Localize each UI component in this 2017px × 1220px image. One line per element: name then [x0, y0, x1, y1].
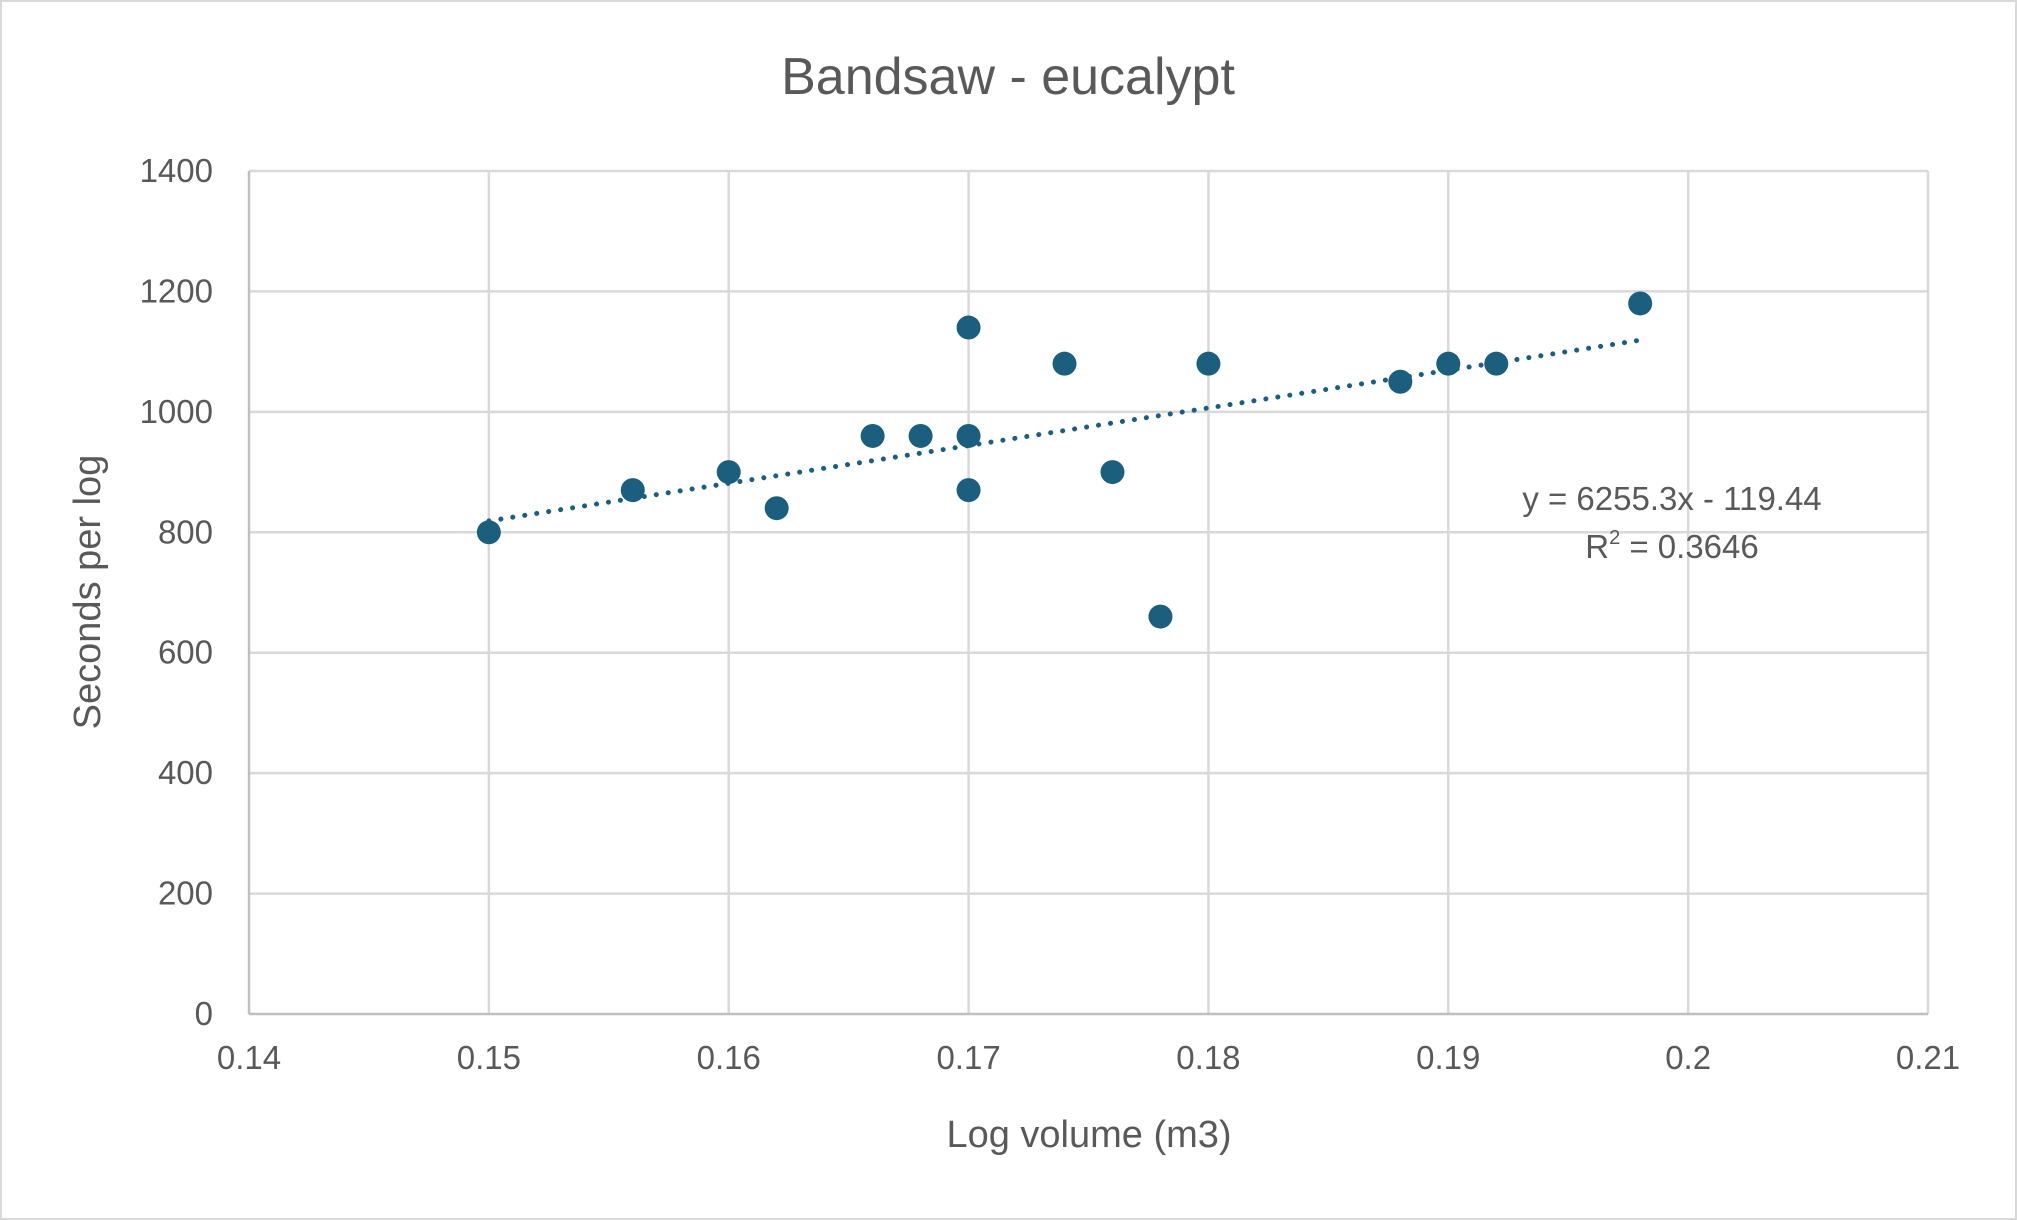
x-tick-label: 0.17 [936, 1039, 1000, 1076]
data-point [860, 423, 885, 448]
data-point [476, 520, 501, 545]
data-point [1148, 604, 1173, 629]
data-point [956, 423, 981, 448]
y-tick-label: 1000 [140, 393, 213, 430]
data-point [956, 478, 981, 503]
x-tick-label: 0.18 [1176, 1039, 1240, 1076]
axes [247, 171, 1928, 1016]
x-tick-label: 0.14 [217, 1039, 281, 1076]
x-axis-label: Log volume (m3) [946, 1114, 1231, 1156]
gridlines [249, 169, 1930, 1014]
data-point [1436, 351, 1461, 376]
y-axis-ticks: 0 200 400 600 800 1000 1200 1400 [140, 152, 213, 1032]
r-squared-prefix: R [1585, 528, 1609, 565]
data-point [1484, 351, 1509, 376]
y-tick-label: 400 [158, 754, 213, 791]
r-squared-superscript: 2 [1609, 527, 1620, 549]
data-point [908, 423, 933, 448]
y-tick-label: 800 [158, 513, 213, 550]
x-axis-ticks: 0.14 0.15 0.16 0.17 0.18 0.19 0.2 0.21 [217, 1039, 1960, 1076]
data-points [476, 291, 1653, 629]
y-tick-label: 600 [158, 634, 213, 671]
data-point [620, 478, 645, 503]
x-tick-label: 0.2 [1665, 1039, 1711, 1076]
data-point [1628, 291, 1653, 316]
data-point [956, 315, 981, 340]
trendline [486, 337, 1643, 524]
y-tick-label: 1200 [140, 272, 213, 309]
y-axis-label: Seconds per log [67, 455, 109, 730]
y-tick-label: 200 [158, 875, 213, 912]
data-point [1100, 460, 1125, 485]
x-tick-label: 0.21 [1896, 1039, 1960, 1076]
trendline-equation: y = 6255.3x - 119.44 [1522, 480, 1821, 517]
chart-title: Bandsaw - eucalypt [781, 48, 1235, 106]
r-squared-value: = 0.3646 [1620, 528, 1759, 565]
data-point [764, 496, 789, 521]
data-point [716, 460, 741, 485]
data-point [1196, 351, 1221, 376]
x-tick-label: 0.16 [697, 1039, 761, 1076]
y-tick-label: 0 [195, 995, 213, 1032]
trendline-r-squared: R2 = 0.3646 [1585, 527, 1759, 565]
x-tick-label: 0.19 [1416, 1039, 1480, 1076]
data-point [1388, 369, 1413, 394]
data-point [1052, 351, 1077, 376]
x-tick-label: 0.15 [457, 1039, 521, 1076]
y-tick-label: 1400 [140, 152, 213, 189]
